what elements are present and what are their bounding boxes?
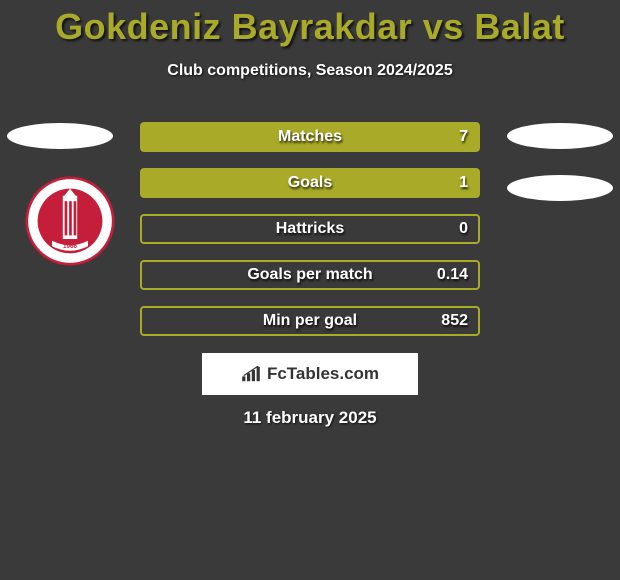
stat-label: Matches [278,128,342,146]
stat-bar-goals-per-match: Goals per match 0.14 [140,260,480,290]
stat-value: 1 [459,174,468,192]
page-title: Gokdeniz Bayrakdar vs Balat [0,0,620,48]
player-photo-placeholder-left [7,123,113,149]
svg-text:1966: 1966 [63,243,78,250]
stats-container: Matches 7 Goals 1 Hattricks 0 Goals per … [140,122,480,352]
club-badge: 1966 [25,176,115,266]
stat-bar-min-per-goal: Min per goal 852 [140,306,480,336]
stat-value: 852 [441,312,468,330]
stat-value: 7 [459,128,468,146]
stat-label: Goals per match [247,266,372,284]
stat-label: Min per goal [263,312,357,330]
subtitle: Club competitions, Season 2024/2025 [0,62,620,80]
branding-box[interactable]: FcTables.com [202,353,418,395]
stat-label: Goals [288,174,332,192]
stat-label: Hattricks [276,220,344,238]
stat-value: 0.14 [437,266,468,284]
stat-bar-hattricks: Hattricks 0 [140,214,480,244]
stat-bar-goals: Goals 1 [140,168,480,198]
player-photo-placeholder-right-1 [507,123,613,149]
bar-chart-icon [241,366,261,382]
branding-text: FcTables.com [267,364,379,384]
stat-bar-matches: Matches 7 [140,122,480,152]
stat-value: 0 [459,220,468,238]
date-text: 11 february 2025 [0,408,620,428]
player-photo-placeholder-right-2 [507,175,613,201]
club-badge-icon: 1966 [25,176,115,266]
